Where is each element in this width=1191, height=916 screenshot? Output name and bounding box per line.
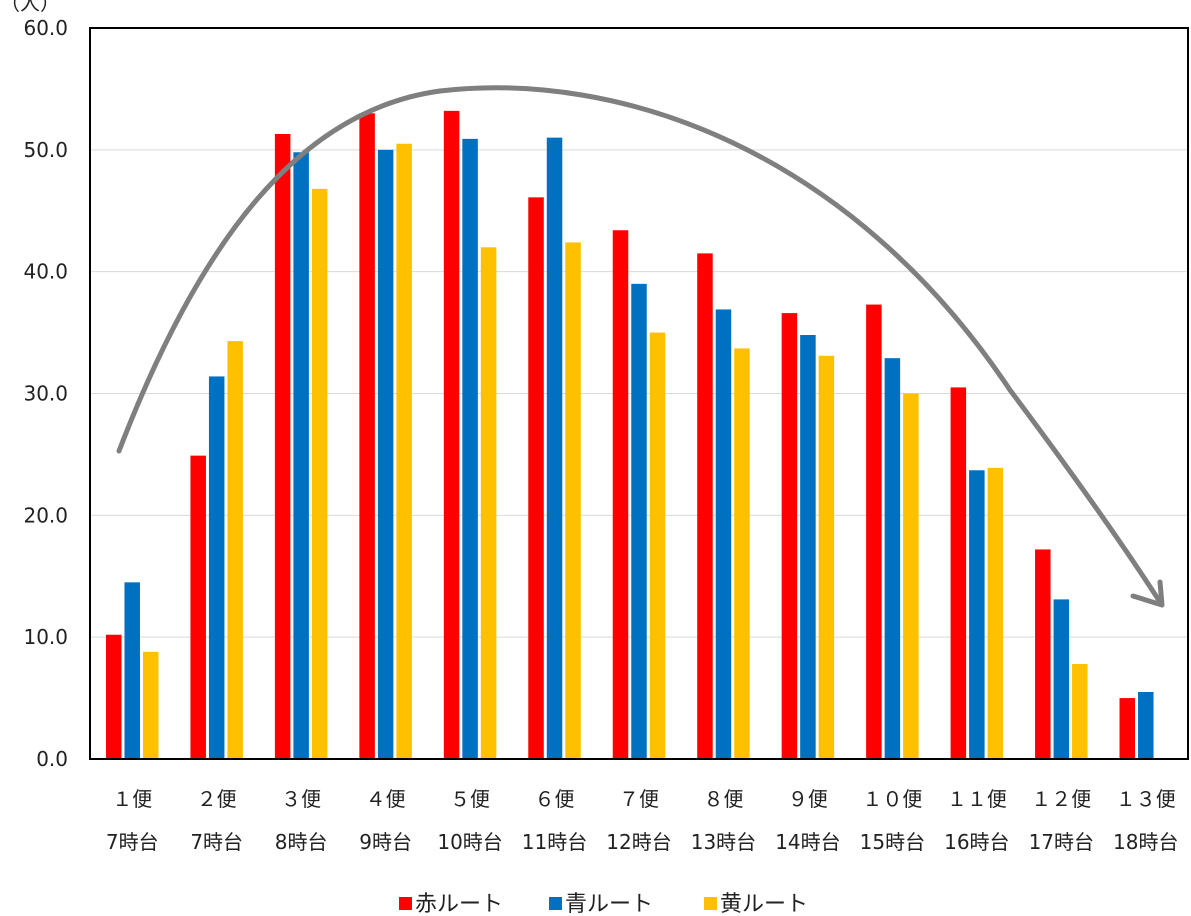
y-tick-label: 60.0 <box>23 16 68 40</box>
x-tick-label-time: 12時台 <box>606 830 671 854</box>
bar-3-2 <box>227 341 243 759</box>
x-tick-label-time: 7時台 <box>106 830 159 854</box>
x-tick-label-run: ８便 <box>703 787 743 811</box>
legend: 赤ルート 青ルート 黄ルート <box>399 892 808 916</box>
bar-2-3 <box>293 152 309 759</box>
bar-2-2 <box>208 376 225 759</box>
plot-frame <box>89 27 1189 760</box>
bar-layer <box>105 110 1154 760</box>
y-tick-label: 10.0 <box>23 625 68 649</box>
bar-2-1 <box>124 582 140 759</box>
y-tick-label: 0.0 <box>36 747 68 771</box>
y-axis-title: （人） <box>0 0 60 15</box>
trend-arrow <box>116 85 1165 608</box>
bar-2-13 <box>1138 691 1154 759</box>
bar-3-8 <box>734 348 750 759</box>
bar-2-12 <box>1053 599 1070 759</box>
legend-item-3: 黄ルート <box>704 892 808 916</box>
bar-1-5 <box>443 110 460 760</box>
bar-1-2 <box>190 455 206 759</box>
x-tick-label-run: ７便 <box>619 787 659 811</box>
bar-2-4 <box>377 149 394 759</box>
legend-swatch <box>549 897 562 910</box>
bar-3-11 <box>987 467 1004 759</box>
bar-2-5 <box>462 138 478 759</box>
legend-swatch <box>704 897 717 910</box>
bar-1-13 <box>1119 698 1136 759</box>
x-tick-label-time: 11時台 <box>522 830 587 854</box>
x-tick-label-time: 8時台 <box>275 830 328 854</box>
x-tick-label-run: １０便 <box>862 787 922 811</box>
trend-arrow-head <box>1130 579 1165 608</box>
bar-2-9 <box>800 335 816 759</box>
bar-2-6 <box>546 137 563 759</box>
bar-1-10 <box>866 304 882 759</box>
bar-3-6 <box>565 242 581 759</box>
x-tick-label-run: ２便 <box>197 787 237 811</box>
y-tick-label: 20.0 <box>23 503 68 527</box>
legend-item-2: 青ルート <box>549 892 653 916</box>
axis-layer <box>89 27 1189 760</box>
bar-2-11 <box>969 470 985 759</box>
bar-1-7 <box>612 230 629 760</box>
bar-1-1 <box>105 634 122 759</box>
x-tick-label-time: 18時台 <box>1113 830 1178 854</box>
y-tick-label: 30.0 <box>23 382 68 406</box>
x-tick-label-run: ９便 <box>788 787 828 811</box>
x-tick-label-run: ６便 <box>535 787 575 811</box>
x-tick-label-run: １２便 <box>1031 787 1091 811</box>
x-tick-label-run: ３便 <box>281 787 321 811</box>
bar-3-1 <box>142 651 159 759</box>
bar-3-5 <box>480 247 497 760</box>
y-tick-label: 40.0 <box>23 260 68 284</box>
x-tick-label-time: 10時台 <box>437 830 502 854</box>
legend-swatch <box>399 897 412 910</box>
bar-2-8 <box>715 309 732 759</box>
bar-3-7 <box>649 332 666 759</box>
legend-label: 赤ルート <box>415 892 503 916</box>
legend-label: 青ルート <box>565 892 653 916</box>
bar-3-9 <box>818 355 835 759</box>
bar-3-3 <box>311 188 328 759</box>
x-tick-label-time: 13時台 <box>691 830 756 854</box>
bar-1-12 <box>1035 549 1051 759</box>
x-tick-label-time: 17時台 <box>1029 830 1094 854</box>
y-tick-label: 50.0 <box>23 138 68 162</box>
x-tick-label-run: ５便 <box>450 787 490 811</box>
bar-3-12 <box>1072 663 1088 759</box>
bar-1-8 <box>697 253 713 759</box>
x-tick-label-time: 16時台 <box>944 830 1009 854</box>
x-tick-label-run: １１便 <box>947 787 1007 811</box>
bar-1-11 <box>950 387 967 759</box>
x-tick-label-time: 7時台 <box>190 830 243 854</box>
bar-2-10 <box>884 358 901 759</box>
legend-item-1: 赤ルート <box>399 892 503 916</box>
bar-2-7 <box>631 283 647 759</box>
bar-1-6 <box>528 197 544 760</box>
x-tick-label-time: 15時台 <box>860 830 925 854</box>
trend-arrow-curve <box>116 85 1163 605</box>
label-layer: 0.0 10.0 20.0 30.0 40.0 50.0 60.0 １便 7時台 ２便 7時台 ３便 8… <box>23 16 1178 854</box>
x-tick-label-time: 14時台 <box>775 830 840 854</box>
legend-label: 黄ルート <box>720 892 808 916</box>
x-tick-label-run: ４便 <box>366 787 406 811</box>
x-tick-label-time: 9時台 <box>359 830 412 854</box>
bar-3-10 <box>903 393 919 759</box>
bar-3-4 <box>396 143 412 760</box>
bar-1-4 <box>359 113 375 759</box>
bar-1-3 <box>274 134 291 759</box>
bar-1-9 <box>781 313 798 759</box>
x-tick-label-run: １３便 <box>1116 787 1176 811</box>
x-tick-label-run: １便 <box>112 787 152 811</box>
